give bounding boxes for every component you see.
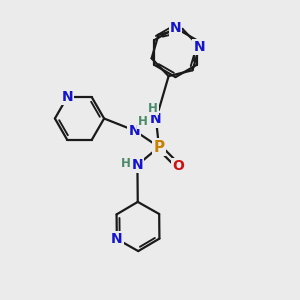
Text: H: H: [138, 115, 148, 128]
Text: H: H: [121, 157, 131, 170]
Text: O: O: [172, 159, 184, 173]
Text: N: N: [111, 232, 123, 246]
Text: N: N: [170, 21, 181, 35]
Text: H: H: [148, 101, 158, 115]
Text: N: N: [194, 40, 205, 54]
Text: N: N: [129, 124, 140, 137]
Text: N: N: [61, 90, 73, 104]
Text: N: N: [150, 112, 162, 126]
Text: N: N: [132, 158, 143, 172]
Text: P: P: [153, 140, 165, 154]
